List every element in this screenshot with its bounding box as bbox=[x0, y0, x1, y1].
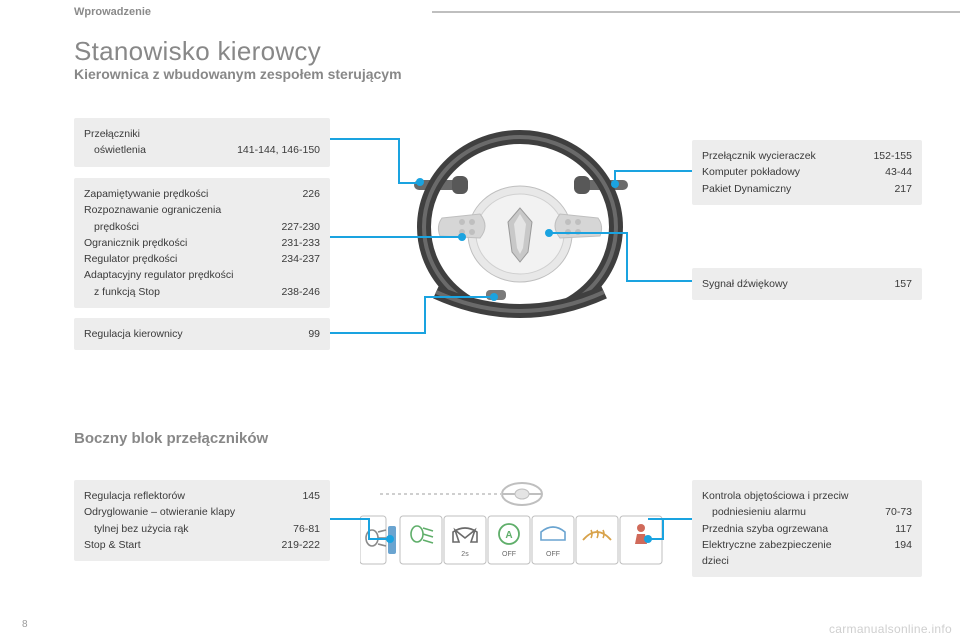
page-title: Stanowisko kierowcy bbox=[74, 36, 321, 67]
chapter-label: Wprowadzenie bbox=[74, 6, 151, 18]
card-row: Elektryczne zabezpieczenie dzieci194 bbox=[702, 537, 912, 570]
steering-wheel-figure bbox=[390, 122, 650, 322]
steering-adjust-lever-icon bbox=[486, 290, 506, 300]
card-row-label: oświetlenia bbox=[84, 142, 237, 158]
card-row-pages: 43-44 bbox=[860, 164, 912, 180]
card-row-label: Rozpoznawanie ograniczenia bbox=[84, 202, 268, 218]
card-row-label: Kontrola objętościowa i przeciw bbox=[702, 488, 860, 504]
card-row-label: Ogranicznik prędkości bbox=[84, 235, 268, 251]
watermark-text: carmanualsonline.info bbox=[829, 622, 952, 636]
card-row-pages: 217 bbox=[860, 181, 912, 197]
card-side_left: Regulacja reflektorów145Odryglowanie – o… bbox=[74, 480, 330, 561]
card-row-label: Stop & Start bbox=[84, 537, 268, 553]
card-row-pages bbox=[268, 267, 320, 283]
card-row-label: Przełącznik wycieraczek bbox=[702, 148, 860, 164]
card-row: Regulator prędkości234-237 bbox=[84, 251, 320, 267]
panel-sublabel: 2s bbox=[461, 551, 469, 558]
card-row-pages: 194 bbox=[860, 537, 912, 570]
card-row-pages bbox=[268, 202, 320, 218]
card-row-pages: 152-155 bbox=[860, 148, 912, 164]
card-row: Odryglowanie – otwieranie klapy bbox=[84, 504, 320, 520]
card-row: prędkości227-230 bbox=[84, 219, 320, 235]
card-row-pages bbox=[268, 126, 320, 142]
top-rule bbox=[432, 11, 960, 13]
card-row-pages: 157 bbox=[860, 276, 912, 292]
card-row-pages: 70-73 bbox=[860, 504, 912, 520]
card-row: Sygnał dźwiękowy157 bbox=[702, 276, 912, 292]
card-row-pages: 99 bbox=[268, 326, 320, 342]
card-row-label: tylnej bez użycia rąk bbox=[84, 521, 268, 537]
card-row-pages bbox=[860, 488, 912, 504]
card-row-pages: 145 bbox=[268, 488, 320, 504]
card-row-pages: 231-233 bbox=[268, 235, 320, 251]
panel-sublabel: OFF bbox=[502, 551, 516, 558]
tailgate-open-icon: 2s bbox=[444, 516, 486, 564]
child-lock-icon bbox=[620, 516, 662, 564]
card-row-label: Przednia szyba ogrzewana bbox=[702, 521, 860, 537]
card-row-label: Regulator prędkości bbox=[84, 251, 268, 267]
card-row: Regulacja reflektorów145 bbox=[84, 488, 320, 504]
card-row: oświetlenia141-144, 146-150 bbox=[84, 142, 320, 158]
card-row-pages: 226 bbox=[268, 186, 320, 202]
mini-wheel-icon bbox=[380, 483, 542, 505]
card-row-label: Adaptacyjny regulator prędkości bbox=[84, 267, 268, 283]
section-heading-side: Boczny blok przełączników bbox=[74, 430, 268, 447]
card-row: Komputer pokładowy43-44 bbox=[702, 164, 912, 180]
card-row-pages: 238-246 bbox=[268, 284, 320, 300]
card-lights: Przełącznikioświetlenia141-144, 146-150 bbox=[74, 118, 330, 167]
card-row: Rozpoznawanie ograniczenia bbox=[84, 202, 320, 218]
card-horn: Sygnał dźwiękowy157 bbox=[692, 268, 922, 300]
card-row-pages bbox=[268, 504, 320, 520]
card-row: Przednia szyba ogrzewana117 bbox=[702, 521, 912, 537]
card-row-label: Pakiet Dynamiczny bbox=[702, 181, 860, 197]
headlight-level-icon bbox=[400, 516, 442, 564]
card-wipers: Przełącznik wycieraczek152-155Komputer p… bbox=[692, 140, 922, 205]
card-row-label: Elektryczne zabezpieczenie dzieci bbox=[702, 537, 860, 570]
card-row-label: podniesieniu alarmu bbox=[702, 504, 860, 520]
card-row: Regulacja kierownicy99 bbox=[84, 326, 320, 342]
card-speed: Zapamiętywanie prędkości226Rozpoznawanie… bbox=[74, 178, 330, 308]
card-row: podniesieniu alarmu70-73 bbox=[702, 504, 912, 520]
card-row-label: z funkcją Stop bbox=[84, 284, 268, 300]
page-subtitle: Kierownica z wbudowanym zespołem sterują… bbox=[74, 66, 402, 82]
card-row-label: Zapamiętywanie prędkości bbox=[84, 186, 268, 202]
card-row-label: Komputer pokładowy bbox=[702, 164, 860, 180]
card-tilt: Regulacja kierownicy99 bbox=[74, 318, 330, 350]
card-row: Zapamiętywanie prędkości226 bbox=[84, 186, 320, 202]
alarm-off-icon: OFF bbox=[532, 516, 574, 564]
card-row: Ogranicznik prędkości231-233 bbox=[84, 235, 320, 251]
card-row-pages: 117 bbox=[860, 521, 912, 537]
side-switch-panel-figure: 2s A OFF OFF bbox=[360, 480, 670, 570]
card-row-label: prędkości bbox=[84, 219, 268, 235]
heated-windscreen-icon bbox=[576, 516, 618, 564]
card-row: tylnej bez użycia rąk76-81 bbox=[84, 521, 320, 537]
card-row-label: Regulacja reflektorów bbox=[84, 488, 268, 504]
card-row-label: Odryglowanie – otwieranie klapy bbox=[84, 504, 268, 520]
card-row: Przełącznik wycieraczek152-155 bbox=[702, 148, 912, 164]
card-row-pages: 234-237 bbox=[268, 251, 320, 267]
card-row-label: Regulacja kierownicy bbox=[84, 326, 268, 342]
card-row: Kontrola objętościowa i przeciw bbox=[702, 488, 912, 504]
card-row-pages: 227-230 bbox=[268, 219, 320, 235]
card-row-pages: 141-144, 146-150 bbox=[237, 142, 320, 158]
card-side_right: Kontrola objętościowa i przeciwpodniesie… bbox=[692, 480, 922, 577]
card-row-label: Sygnał dźwiękowy bbox=[702, 276, 860, 292]
card-row: Pakiet Dynamiczny217 bbox=[702, 181, 912, 197]
card-row: Adaptacyjny regulator prędkości bbox=[84, 267, 320, 283]
stop-start-off-icon: A OFF bbox=[488, 516, 530, 564]
page-number: 8 bbox=[22, 619, 28, 630]
svg-text:A: A bbox=[505, 530, 512, 541]
card-row: z funkcją Stop238-246 bbox=[84, 284, 320, 300]
card-row-pages: 219-222 bbox=[268, 537, 320, 553]
card-row-pages: 76-81 bbox=[268, 521, 320, 537]
level-indicator-icon bbox=[388, 526, 396, 554]
card-row: Stop & Start219-222 bbox=[84, 537, 320, 553]
panel-sublabel: OFF bbox=[546, 551, 560, 558]
card-row: Przełączniki bbox=[84, 126, 320, 142]
card-row-label: Przełączniki bbox=[84, 126, 268, 142]
